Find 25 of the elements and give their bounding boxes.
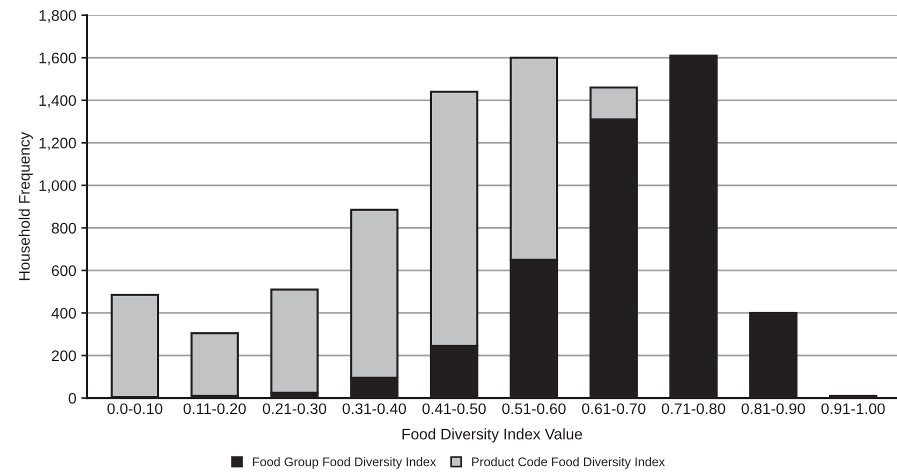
y-tick-label: 0 — [68, 392, 76, 404]
x-tick-label: 0.81-0.90 — [742, 403, 805, 414]
y-tick-label: 1,200 — [40, 138, 76, 150]
x-tick-label: 0.21-0.30 — [262, 403, 326, 414]
y-tick-label: 1,400 — [40, 95, 76, 108]
legend-label: Food Group Food Diversity Index — [253, 457, 436, 469]
x-tick-label: 0.0-0.10 — [107, 403, 162, 414]
x-tick-label: 0.51-0.60 — [502, 403, 566, 414]
y-tick-label: 400 — [51, 308, 76, 319]
x-tick-label: 0.61-0.70 — [582, 403, 646, 414]
x-tick-label: 0.11-0.20 — [184, 403, 246, 414]
legend-label: Product Code Food Diversity Index — [472, 457, 665, 469]
x-axis-title: Food Diversity Index Value — [402, 428, 582, 443]
bar — [270, 288, 319, 394]
y-tick-label: 600 — [52, 265, 76, 276]
y-tick-label: 200 — [52, 350, 76, 362]
y-tick-label: 1,800 — [40, 10, 76, 23]
x-tick-label: 0.31-0.40 — [342, 403, 406, 414]
y-axis-title: Household Frequency — [18, 132, 33, 280]
y-tick-label: 1,000 — [40, 180, 76, 193]
x-tick-label: 0.91-1.00 — [821, 403, 885, 414]
y-tick-label: 1,600 — [40, 52, 76, 66]
x-tick-label: 0.41-0.50 — [422, 403, 486, 414]
y-tick-label: 800 — [52, 222, 76, 234]
x-tick-label: 0.71-0.80 — [662, 403, 726, 414]
